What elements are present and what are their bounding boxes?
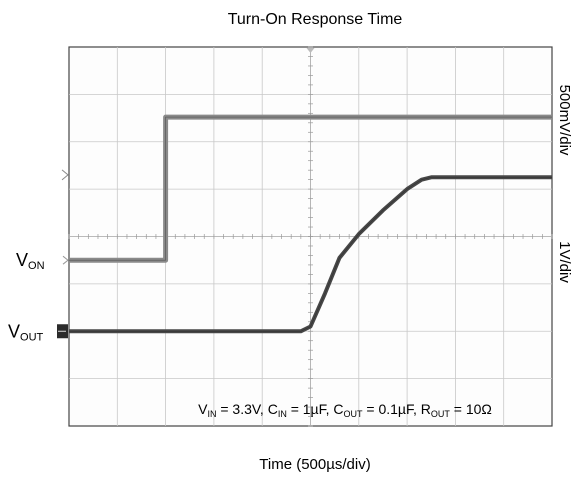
y-axis-label-ch1: 500mV/div [556, 85, 573, 156]
channel-markers [57, 169, 69, 339]
chart-title: Turn-On Response Time [228, 11, 403, 28]
vout-label: VOUT [8, 321, 44, 343]
traces [69, 114, 552, 334]
conditions-annotation: VIN = 3.3V, CIN = 1µF, COUT = 0.1µF, ROU… [198, 401, 492, 419]
y-axis-label-ch2: 1V/div [556, 241, 573, 283]
von-channel-marker [62, 255, 69, 265]
trigger-level-marker [61, 169, 69, 181]
von-label: VON [16, 250, 45, 272]
x-axis-label: Time (500µs/div) [259, 456, 370, 473]
vout-trace-edge [69, 177, 552, 332]
labels: VON VOUT VIN = 3.3V, CIN = 1µF, COUT = 0.1… [8, 250, 492, 419]
trigger-position-marker [306, 48, 315, 53]
von-trace-edge [69, 116, 552, 261]
grid [68, 46, 553, 427]
